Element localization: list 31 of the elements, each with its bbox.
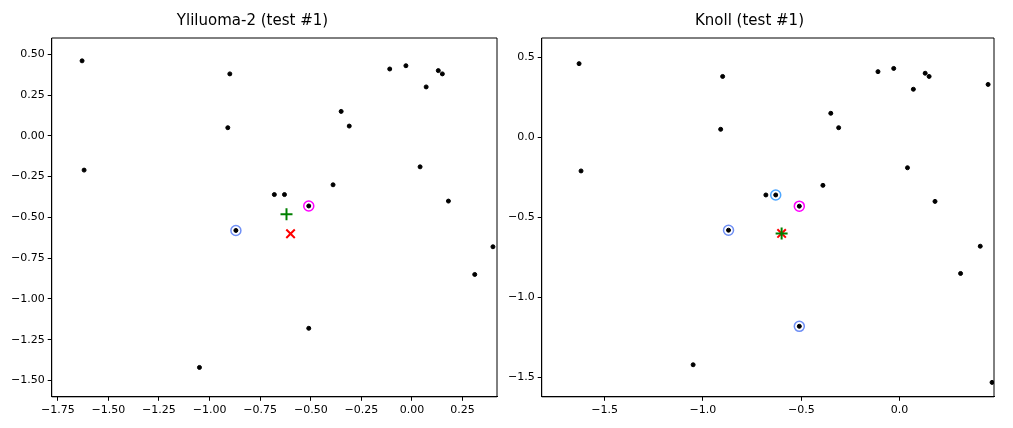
x-tick-label: −0.5 xyxy=(787,403,815,417)
y-tick-label: 0.5 xyxy=(517,50,535,64)
x-tick-label: 0.25 xyxy=(450,403,475,417)
x-tick-label: 0.00 xyxy=(399,403,425,417)
x-tick-label: −1.5 xyxy=(591,403,618,417)
y-tick-label: −1.5 xyxy=(507,370,535,384)
y-tick-label: −0.5 xyxy=(507,210,535,224)
x-tick-label: −1.75 xyxy=(40,403,75,417)
y-tick-label: −1.25 xyxy=(10,332,45,346)
y-tick-label: −1.0 xyxy=(507,290,535,304)
x-tick-label: −1.0 xyxy=(689,403,717,417)
x-tick-label: −1.50 xyxy=(91,403,126,417)
x-tick-label: −0.25 xyxy=(344,403,379,417)
y-tick-label: −0.50 xyxy=(10,210,45,224)
x-tick-label: 0.0 xyxy=(890,403,909,417)
x-tick-label: −0.50 xyxy=(293,403,328,417)
chart-title: Yliluoma-2 (test #1) xyxy=(175,10,329,29)
y-tick-label: −0.75 xyxy=(10,251,45,265)
y-tick-label: 0.0 xyxy=(517,130,535,144)
y-tick-label: 0.25 xyxy=(20,87,45,101)
chart-title: Knoll (test #1) xyxy=(694,10,805,29)
y-tick-label: 0.00 xyxy=(20,128,45,142)
y-tick-label: −0.25 xyxy=(10,169,45,183)
y-tick-label: −1.50 xyxy=(10,373,45,387)
y-tick-label: 0.50 xyxy=(20,47,45,61)
point xyxy=(279,207,294,222)
x-tick-label: −1.25 xyxy=(142,403,176,417)
x-tick-label: −1.00 xyxy=(192,403,227,417)
y-tick-label: −1.00 xyxy=(10,291,45,305)
point xyxy=(285,228,296,239)
x-tick-label: −0.75 xyxy=(243,403,278,417)
